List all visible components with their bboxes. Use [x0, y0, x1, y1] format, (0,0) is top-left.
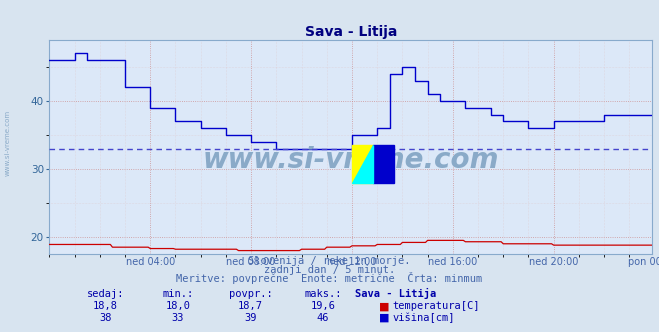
Text: 46: 46: [317, 313, 329, 323]
Text: zadnji dan / 5 minut.: zadnji dan / 5 minut.: [264, 265, 395, 275]
Polygon shape: [352, 145, 373, 183]
Text: 18,0: 18,0: [165, 301, 190, 311]
Text: 19,6: 19,6: [310, 301, 335, 311]
Text: povpr.:: povpr.:: [229, 289, 272, 299]
Polygon shape: [373, 145, 394, 183]
Text: 39: 39: [244, 313, 256, 323]
Text: maks.:: maks.:: [304, 289, 341, 299]
Text: Sava - Litija: Sava - Litija: [355, 288, 436, 299]
Text: višina[cm]: višina[cm]: [392, 313, 455, 323]
Text: temperatura[C]: temperatura[C]: [392, 301, 480, 311]
Text: ■: ■: [379, 313, 389, 323]
Text: 18,7: 18,7: [238, 301, 263, 311]
Text: 38: 38: [100, 313, 111, 323]
Text: 33: 33: [172, 313, 184, 323]
Text: www.si-vreme.com: www.si-vreme.com: [203, 146, 499, 174]
Text: www.si-vreme.com: www.si-vreme.com: [5, 110, 11, 176]
Text: sedaj:: sedaj:: [87, 289, 124, 299]
Text: Slovenija / reke in morje.: Slovenija / reke in morje.: [248, 256, 411, 266]
Text: ■: ■: [379, 301, 389, 311]
Polygon shape: [352, 145, 373, 183]
Title: Sava - Litija: Sava - Litija: [304, 25, 397, 39]
Text: Meritve: povprečne  Enote: metrične  Črta: minmum: Meritve: povprečne Enote: metrične Črta:…: [177, 272, 482, 284]
Text: 18,8: 18,8: [93, 301, 118, 311]
Text: min.:: min.:: [162, 289, 194, 299]
